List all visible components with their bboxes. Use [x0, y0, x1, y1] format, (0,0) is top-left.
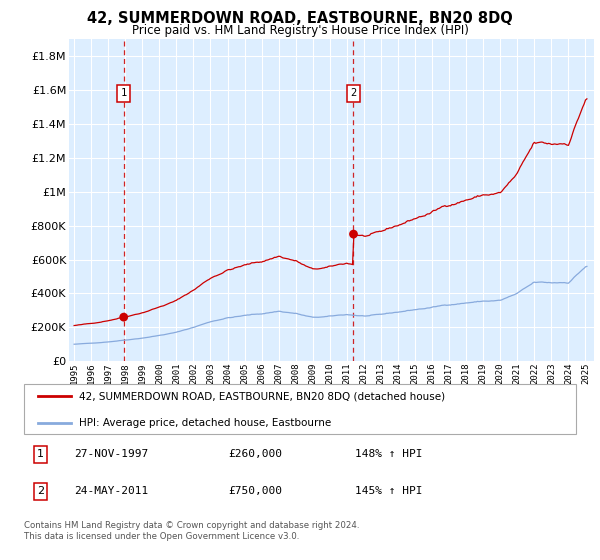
Text: 42, SUMMERDOWN ROAD, EASTBOURNE, BN20 8DQ (detached house): 42, SUMMERDOWN ROAD, EASTBOURNE, BN20 8D…	[79, 391, 445, 401]
Text: 1: 1	[121, 88, 127, 99]
Point	[349, 230, 358, 239]
Text: HPI: Average price, detached house, Eastbourne: HPI: Average price, detached house, East…	[79, 418, 331, 428]
Text: 1: 1	[37, 449, 44, 459]
Text: This data is licensed under the Open Government Licence v3.0.: This data is licensed under the Open Gov…	[24, 532, 299, 541]
Text: £260,000: £260,000	[228, 449, 282, 459]
Text: 24-MAY-2011: 24-MAY-2011	[74, 487, 148, 496]
Point	[119, 312, 128, 321]
Text: 2: 2	[350, 88, 356, 99]
Text: 145% ↑ HPI: 145% ↑ HPI	[355, 487, 422, 496]
Text: 42, SUMMERDOWN ROAD, EASTBOURNE, BN20 8DQ: 42, SUMMERDOWN ROAD, EASTBOURNE, BN20 8D…	[87, 11, 513, 26]
Text: 27-NOV-1997: 27-NOV-1997	[74, 449, 148, 459]
Text: Contains HM Land Registry data © Crown copyright and database right 2024.: Contains HM Land Registry data © Crown c…	[24, 521, 359, 530]
Text: 2: 2	[37, 487, 44, 496]
Text: Price paid vs. HM Land Registry's House Price Index (HPI): Price paid vs. HM Land Registry's House …	[131, 24, 469, 37]
Text: 148% ↑ HPI: 148% ↑ HPI	[355, 449, 422, 459]
Text: £750,000: £750,000	[228, 487, 282, 496]
